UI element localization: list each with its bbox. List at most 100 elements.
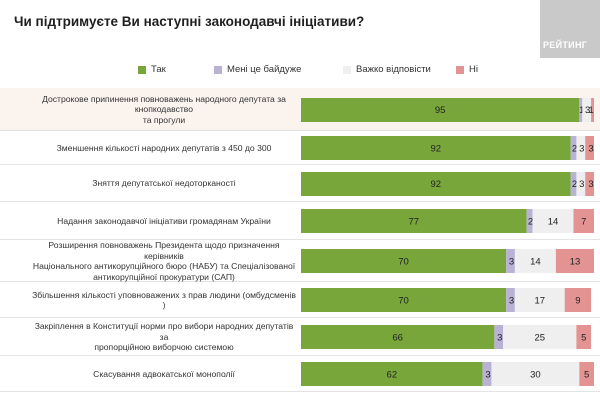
value-label-yes: 92: [430, 144, 441, 155]
category-label-line: Дострокове припинення повноважень народн…: [42, 93, 286, 115]
category-label: Розширення повноважень Президента щодо п…: [30, 240, 298, 282]
row-separator: [0, 130, 600, 131]
bar-indifferent: [526, 209, 533, 233]
legend-item-no: Ні: [456, 64, 478, 75]
bar-indifferent: [570, 136, 577, 160]
bar-no: [576, 325, 592, 349]
value-label-yes: 95: [435, 105, 446, 116]
category-label-line: Зменшення кількості народних депутатів з…: [56, 142, 272, 153]
value-label-hard-to-say: 3: [585, 105, 590, 116]
category-label-text: Зменшення кількості народних депутатів з…: [57, 143, 272, 154]
bar-no: [579, 362, 594, 386]
category-label: Надання законодавчої ініціативи громадян…: [30, 202, 298, 240]
category-label-line: Національного антикорупційного бюро (НАБ…: [32, 261, 296, 271]
category-label-line: Розширення повноважень Президента щодо п…: [48, 240, 280, 261]
category-label-text: Дострокове припинення повноважень народн…: [30, 94, 298, 126]
bar-indifferent: [506, 249, 515, 273]
row-separator: [0, 281, 600, 282]
bar-hard-to-say: [576, 136, 586, 160]
legend-item-yes: Так: [138, 64, 166, 75]
bar-indifferent: [579, 98, 583, 122]
value-label-no: 5: [581, 333, 586, 344]
bar-indifferent: [482, 362, 492, 386]
value-label-yes: 77: [409, 217, 420, 228]
category-label: Зняття депутатської недоторканості: [30, 165, 298, 202]
value-label-indifferent: 3: [497, 333, 502, 344]
bar-hard-to-say: [514, 249, 556, 273]
legend-swatch-no: [456, 65, 464, 74]
value-label-yes: 66: [392, 333, 403, 344]
value-label-indifferent: 2: [572, 179, 577, 190]
category-label: Зменшення кількості народних депутатів з…: [30, 131, 298, 165]
row-separator: [0, 201, 600, 202]
category-label-text: Збільшення кількості уповноважених з пра…: [30, 290, 298, 311]
bar-no: [564, 288, 592, 312]
legend-label-no: Ні: [469, 64, 478, 75]
value-label-hard-to-say: 14: [548, 217, 559, 228]
value-label-no: 7: [581, 217, 586, 228]
value-label-hard-to-say: 3: [579, 179, 584, 190]
legend-swatch-hard-to-say: [343, 65, 351, 74]
bar-no: [585, 136, 594, 160]
bar-yes: [301, 209, 527, 233]
category-label-line: Закріплення в Конституції норми про вибо…: [34, 321, 294, 342]
legend-swatch-indifferent: [214, 65, 222, 74]
category-label-text: Скасування адвокатської монополії: [93, 369, 235, 380]
category-label-line: антикорупційної прокуратури (САП): [93, 271, 235, 282]
bar-yes: [301, 172, 571, 196]
bar-hard-to-say: [503, 325, 577, 349]
category-label: Закріплення в Конституції норми про вибо…: [30, 318, 298, 356]
legend: Так Мені це байдуже Важко відповісти Ні: [0, 64, 600, 78]
bar-hard-to-say: [491, 362, 580, 386]
legend-item-hard-to-say: Важко відповісти: [343, 64, 431, 75]
bar-yes: [301, 362, 483, 386]
bar-indifferent: [570, 172, 577, 196]
legend-label-yes: Так: [151, 64, 166, 75]
bar-yes: [301, 136, 571, 160]
category-label-text: Зняття депутатської недоторканості: [92, 178, 235, 189]
value-label-hard-to-say: 14: [530, 257, 541, 268]
legend-swatch-yes: [138, 65, 146, 74]
bar-yes: [301, 288, 507, 312]
bar-no: [573, 209, 594, 233]
rating-logo: РЕЙТИНГ: [540, 0, 600, 58]
row-separator: [0, 164, 600, 165]
value-label-indifferent: 3: [509, 257, 514, 268]
value-label-no: 5: [584, 370, 589, 381]
value-label-no: 3: [588, 179, 593, 190]
value-label-hard-to-say: 25: [535, 333, 546, 344]
logo-text: РЕЙТИНГ: [543, 40, 588, 50]
bar-hard-to-say: [576, 172, 586, 196]
category-label: Збільшення кількості уповноважених з пра…: [30, 282, 298, 318]
value-label-no: 9: [575, 296, 580, 307]
bar-yes: [301, 98, 580, 122]
value-label-yes: 92: [430, 179, 441, 190]
bar-yes: [301, 249, 507, 273]
row-separator: [0, 317, 600, 318]
legend-label-hard-to-say: Важко відповісти: [356, 64, 431, 75]
value-label-yes: 62: [387, 370, 398, 381]
value-label-no: 3: [588, 144, 593, 155]
row-separator: [0, 355, 600, 356]
value-label-indifferent: 3: [509, 296, 514, 307]
category-label-line: Скасування адвокатської монополії: [93, 368, 235, 379]
bar-hard-to-say: [582, 98, 592, 122]
category-label-text: Надання законодавчої ініціативи громадян…: [57, 216, 271, 227]
chart-title: Чи підтримуєте Ви наступні законодавчі і…: [14, 14, 365, 29]
category-label: Дострокове припинення повноважень народн…: [30, 88, 298, 131]
legend-item-indifferent: Мені це байдуже: [214, 64, 301, 75]
bar-no: [585, 172, 594, 196]
legend-label-indifferent: Мені це байдуже: [227, 64, 302, 75]
category-label: Скасування адвокатської монополії: [30, 356, 298, 392]
category-label-line: та прогули: [142, 114, 186, 125]
value-label-indifferent: 2: [528, 217, 533, 228]
bar-hard-to-say: [532, 209, 574, 233]
category-label-text: Розширення повноважень Президента щодо п…: [30, 240, 298, 282]
value-label-no: 1: [588, 105, 593, 116]
value-label-indifferent: 1: [579, 105, 584, 116]
bar-hard-to-say: [514, 288, 565, 312]
bar-indifferent: [506, 288, 515, 312]
value-label-no: 13: [570, 257, 581, 268]
category-label-line: пропорційною виборчою системою: [94, 342, 234, 353]
